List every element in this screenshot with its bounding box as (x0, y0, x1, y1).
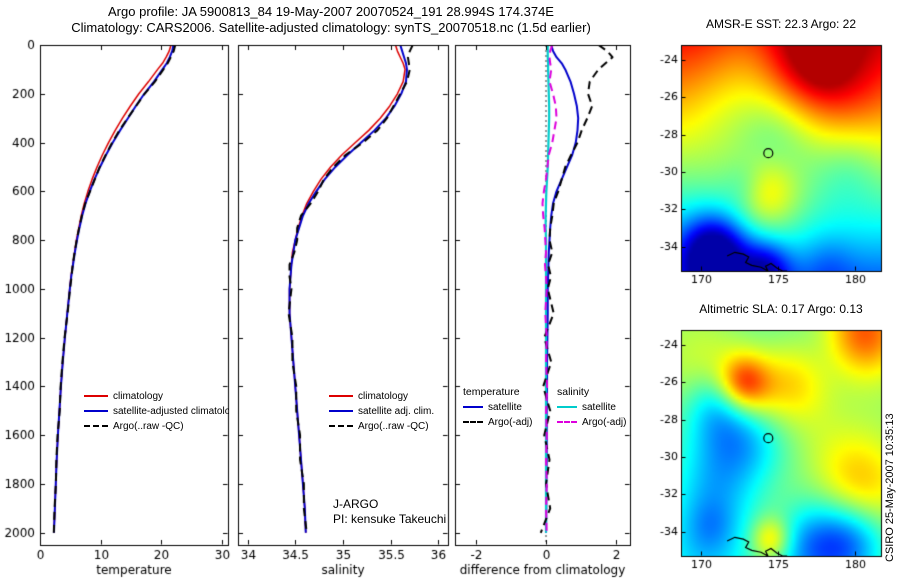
credit-vertical-text: CSIRO 25-May-2007 10:35:13 (884, 413, 896, 562)
legend-item-argo-temp: Argo(-adj) (463, 415, 555, 430)
legend-item-satellite-sal: satellite (557, 400, 647, 415)
red-line-swatch (84, 395, 108, 398)
salinity-legend: climatology satellite adj. clim. Argo(..… (329, 389, 451, 434)
legend-label: Argo(..raw -QC) (358, 421, 429, 432)
legend-header-temperature: temperature (463, 386, 520, 398)
legend-item-climatology: climatology (84, 389, 229, 404)
program-label: J-ARGO (333, 497, 379, 511)
legend-item-satellite-adjusted: satellite adj. clim. (329, 404, 451, 419)
figure-title-line2: Climatology: CARS2006. Satellite-adjuste… (71, 20, 591, 35)
figure-title-line1: Argo profile: JA 5900813_84 19-May-2007 … (108, 4, 554, 19)
red-line-swatch (329, 395, 353, 398)
pi-label: PI: kensuke Takeuchi (333, 512, 447, 526)
legend-item-satellite-adjusted: satellite-adjusted climatology (84, 404, 229, 419)
legend-label: climatology (113, 391, 164, 402)
legend-label: satellite (582, 402, 616, 413)
legend-item-argo: Argo(..raw -QC) (84, 419, 229, 434)
legend-label: satellite-adjusted climatology (113, 406, 229, 417)
legend-item-satellite-temp: satellite (463, 400, 555, 415)
sst-map-title: AMSR-E SST: 22.3 Argo: 22 (705, 17, 857, 31)
legend-label: Argo(..raw -QC) (113, 421, 184, 432)
legend-item-climatology: climatology (329, 389, 451, 404)
legend-item-argo-sal: Argo(-adj) (557, 415, 647, 430)
sla-map-title: Altimetric SLA: 0.17 Argo: 0.13 (699, 302, 863, 316)
cyan-line-swatch (557, 406, 577, 409)
difference-legend-salinity: salinity satellite Argo(-adj) (557, 385, 647, 430)
blue-line-swatch (329, 410, 353, 413)
temperature-legend: climatology satellite-adjusted climatolo… (84, 389, 229, 434)
blue-line-swatch (463, 406, 483, 409)
black-dashed-line-swatch (84, 425, 108, 428)
magenta-dashed-line-swatch (557, 421, 577, 424)
difference-legend-temperature: temperature satellite Argo(-adj) (463, 385, 555, 430)
legend-item-argo: Argo(..raw -QC) (329, 419, 451, 434)
blue-line-swatch (84, 410, 108, 413)
legend-label: satellite (488, 402, 522, 413)
legend-label: satellite adj. clim. (358, 406, 435, 417)
black-dashed-line-swatch (463, 421, 483, 424)
legend-label: Argo(-adj) (582, 417, 627, 428)
black-dashed-line-swatch (329, 425, 353, 428)
legend-header-salinity: salinity (557, 386, 590, 398)
legend-label: climatology (358, 391, 409, 402)
legend-label: Argo(-adj) (488, 417, 533, 428)
